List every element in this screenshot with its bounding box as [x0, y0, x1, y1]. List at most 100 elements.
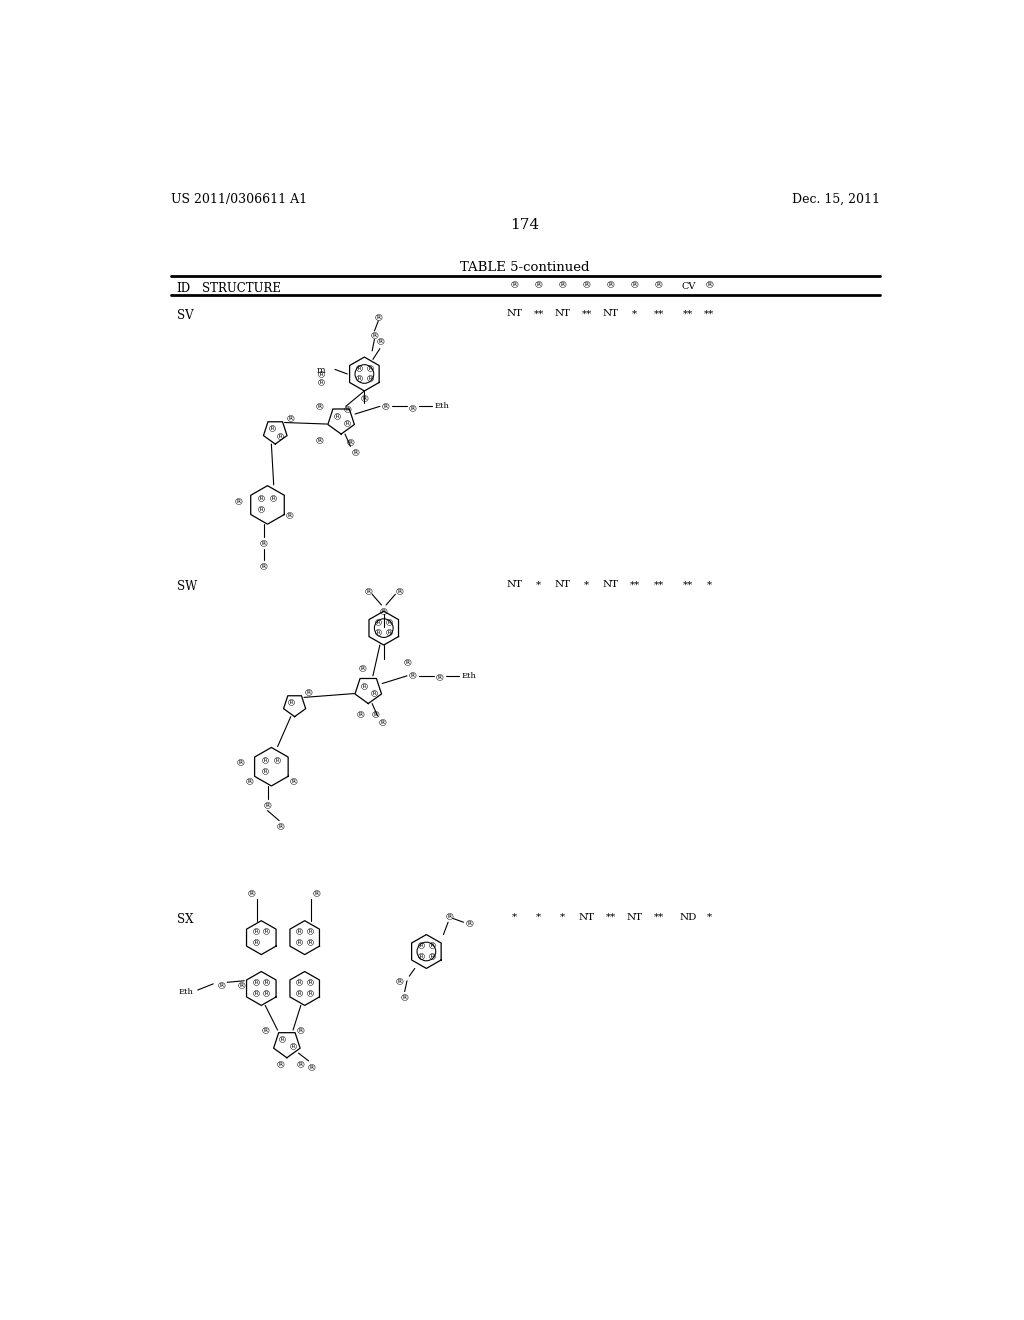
Text: ®: ® [374, 630, 383, 639]
Text: ®: ® [343, 420, 352, 429]
Text: TABLE 5-continued: TABLE 5-continued [460, 261, 590, 273]
Text: ®: ® [262, 928, 271, 937]
Text: ®: ® [273, 756, 282, 766]
Text: ®: ® [381, 404, 390, 412]
Text: *: * [512, 913, 517, 921]
Text: ®: ® [289, 1043, 298, 1052]
Text: ®: ® [295, 979, 304, 989]
Text: ®: ® [654, 281, 664, 290]
Text: ®: ® [288, 779, 298, 787]
Text: ®: ® [251, 979, 260, 989]
Text: NT: NT [555, 309, 570, 318]
Text: ®: ® [370, 690, 379, 698]
Text: ®: ® [275, 822, 286, 832]
Text: **: ** [653, 581, 664, 589]
Text: NT: NT [507, 581, 523, 589]
Text: ®: ® [630, 281, 640, 290]
Text: ®: ® [314, 437, 325, 446]
Text: ®: ® [355, 711, 366, 721]
Text: ®: ® [408, 673, 418, 681]
Text: ®: ® [408, 405, 418, 413]
Text: ®: ® [307, 1064, 316, 1073]
Text: ®: ® [582, 281, 592, 290]
Text: ®: ® [379, 609, 389, 616]
Text: ®: ® [371, 711, 381, 721]
Text: 174: 174 [510, 218, 540, 232]
Text: ®: ® [305, 990, 314, 999]
Text: ®: ® [251, 928, 260, 937]
Text: ®: ® [262, 990, 271, 999]
Text: ®: ® [444, 913, 455, 921]
Text: ®: ® [233, 499, 243, 508]
Text: STRUCTURE: STRUCTURE [202, 281, 281, 294]
Text: **: ** [705, 309, 715, 318]
Text: ®: ® [305, 928, 314, 937]
Text: ®: ® [354, 376, 364, 384]
Text: ®: ® [287, 700, 296, 708]
Text: ®: ® [376, 338, 385, 347]
Text: ®: ® [364, 589, 373, 597]
Text: ®: ® [417, 942, 425, 952]
Text: ®: ® [359, 682, 369, 692]
Text: ®: ® [295, 940, 304, 948]
Text: ®: ® [385, 619, 393, 628]
Text: *: * [537, 581, 542, 589]
Text: SV: SV [177, 309, 194, 322]
Text: ®: ® [286, 414, 296, 424]
Text: CV: CV [681, 281, 695, 290]
Text: **: ** [653, 913, 664, 921]
Text: NT: NT [603, 581, 618, 589]
Text: ®: ® [534, 281, 544, 290]
Text: ®: ® [261, 756, 269, 766]
Text: ®: ® [354, 364, 364, 374]
Text: **: ** [582, 309, 592, 318]
Text: *: * [707, 581, 712, 589]
Text: ®: ® [357, 665, 367, 675]
Text: Eth: Eth [461, 672, 476, 680]
Text: ND: ND [680, 913, 697, 921]
Text: ®: ® [366, 376, 375, 384]
Text: NT: NT [507, 309, 523, 318]
Text: SX: SX [177, 913, 194, 927]
Text: NT: NT [627, 913, 643, 921]
Text: ®: ® [374, 314, 383, 323]
Text: US 2011/0306611 A1: US 2011/0306611 A1 [171, 193, 307, 206]
Text: ®: ® [417, 953, 425, 962]
Text: ®: ® [374, 619, 383, 628]
Text: ®: ® [399, 995, 410, 1003]
Text: ®: ® [295, 990, 304, 999]
Text: *: * [707, 913, 712, 921]
Text: ®: ® [342, 407, 352, 416]
Text: Eth: Eth [434, 403, 449, 411]
Text: ®: ® [259, 540, 268, 549]
Text: *: * [585, 581, 590, 589]
Text: ®: ® [269, 495, 279, 504]
Text: **: ** [683, 581, 693, 589]
Text: ®: ® [345, 440, 355, 449]
Text: ®: ® [305, 979, 314, 989]
Text: ID: ID [177, 281, 190, 294]
Text: ®: ® [350, 449, 360, 458]
Text: ®: ® [262, 803, 272, 810]
Text: ®: ® [305, 940, 314, 948]
Text: ®: ® [237, 982, 247, 991]
Text: ®: ® [427, 953, 436, 962]
Text: ®: ® [247, 890, 257, 899]
Text: ®: ® [251, 940, 260, 948]
Text: **: ** [683, 309, 693, 318]
Text: ®: ® [275, 1061, 286, 1069]
Text: ®: ® [314, 404, 325, 412]
Text: ®: ® [259, 564, 268, 573]
Text: ®: ® [304, 689, 313, 698]
Text: ®: ® [510, 281, 519, 290]
Text: ®: ® [333, 413, 342, 422]
Text: ®: ® [606, 281, 615, 290]
Text: Dec. 15, 2011: Dec. 15, 2011 [792, 193, 880, 206]
Text: ®: ® [262, 979, 271, 989]
Text: ®: ® [402, 659, 412, 668]
Text: ®: ® [427, 942, 436, 952]
Text: ®: ® [316, 372, 326, 380]
Text: ®: ® [236, 759, 246, 768]
Text: ®: ® [261, 768, 269, 777]
Text: ®: ® [295, 928, 304, 937]
